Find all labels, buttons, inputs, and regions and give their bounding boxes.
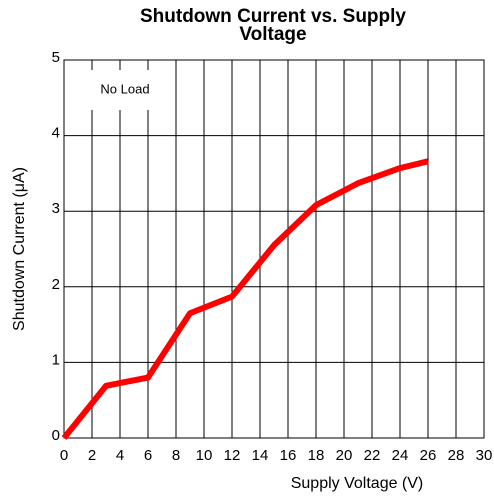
- x-tick-label: 20: [336, 447, 353, 464]
- x-tick-label: 12: [224, 447, 241, 464]
- x-tick-label: 6: [144, 447, 152, 464]
- y-tick-label: 0: [52, 427, 60, 444]
- plot-frame: [63, 59, 485, 439]
- x-tick-label: 14: [252, 447, 269, 464]
- data-line: [61, 158, 429, 440]
- x-tick-label: 10: [196, 447, 213, 464]
- y-tick-label: 3: [52, 200, 60, 217]
- x-tick-label: 28: [448, 447, 465, 464]
- y-axis-label: Shutdown Current (μA): [11, 167, 28, 331]
- chart-title: Shutdown Current vs. Supply Voltage: [139, 6, 406, 45]
- y-tick-label: 4: [52, 125, 60, 142]
- x-tick-label: 24: [392, 447, 409, 464]
- annotation: No Load: [100, 81, 149, 96]
- y-tick-label: 2: [52, 276, 60, 293]
- x-tick-label: 0: [60, 447, 68, 464]
- y-tick-label: 1: [52, 351, 60, 368]
- x-tick-label: 26: [420, 447, 437, 464]
- y-tick-label: 5: [52, 49, 60, 66]
- x-tick-label: 30: [476, 447, 493, 464]
- x-tick-label: 22: [364, 447, 381, 464]
- x-tick-label: 18: [308, 447, 325, 464]
- x-tick-label: 2: [88, 447, 96, 464]
- x-tick-label: 16: [280, 447, 297, 464]
- x-axis-label: Supply Voltage (V): [291, 475, 424, 492]
- x-tick-label: 4: [116, 447, 124, 464]
- x-tick-label: 8: [172, 447, 180, 464]
- annotation-box: [84, 70, 166, 110]
